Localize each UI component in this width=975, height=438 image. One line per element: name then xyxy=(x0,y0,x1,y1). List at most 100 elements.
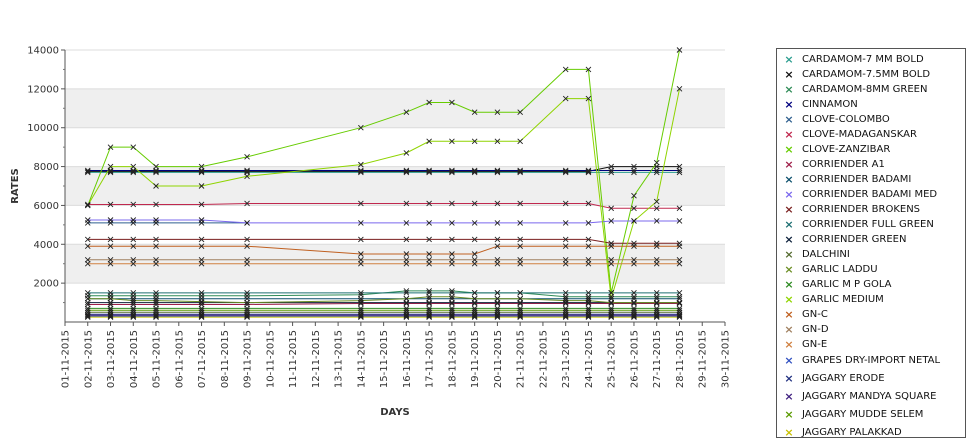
data-point xyxy=(130,243,137,250)
data-point xyxy=(471,220,478,226)
data-point xyxy=(426,168,432,175)
data-point xyxy=(471,138,478,145)
legend-item: × CLOVE-COLOMBO xyxy=(777,112,965,127)
data-point xyxy=(244,307,250,314)
legend-item: × CORRIENDER BROKENS xyxy=(777,202,965,217)
legend-item: × CORRIENDER BADAMI xyxy=(777,172,965,187)
legend-marker-icon: × xyxy=(784,53,794,66)
data-point xyxy=(426,288,432,294)
legend-marker-icon: × xyxy=(784,408,794,421)
legend-marker-icon: × xyxy=(784,278,794,291)
data-point xyxy=(358,124,364,131)
data-point xyxy=(130,236,137,243)
data-point xyxy=(130,299,137,306)
data-point xyxy=(244,236,250,243)
data-point xyxy=(244,312,250,319)
data-point xyxy=(608,205,615,212)
x-tick-label: 21-11-2015 xyxy=(516,330,527,388)
x-tick-label: 20-11-2015 xyxy=(493,330,504,388)
y-tick-label: 2000 xyxy=(34,279,59,290)
legend-label: CORRIENDER BROKENS xyxy=(802,204,921,215)
data-point xyxy=(84,201,91,208)
legend-marker-icon: × xyxy=(784,390,794,403)
data-point xyxy=(608,169,615,176)
data-point xyxy=(426,167,432,174)
data-point xyxy=(471,167,478,174)
data-point xyxy=(653,314,660,320)
data-point xyxy=(562,314,569,320)
data-point xyxy=(244,314,250,320)
data-point xyxy=(244,200,250,207)
data-point xyxy=(130,313,137,319)
data-point xyxy=(608,218,615,224)
data-point xyxy=(471,313,478,319)
data-point xyxy=(631,205,637,212)
data-point xyxy=(449,251,455,257)
data-point xyxy=(358,161,364,168)
legend-item: × CLOVE-MADAGANSKAR xyxy=(777,127,965,142)
data-point xyxy=(107,314,114,320)
data-point xyxy=(562,66,569,73)
data-point xyxy=(426,260,432,267)
data-point xyxy=(403,314,410,320)
data-point xyxy=(426,314,432,320)
data-point xyxy=(153,217,159,223)
data-point xyxy=(608,307,615,314)
data-point xyxy=(562,243,569,250)
data-point xyxy=(198,260,205,267)
data-point xyxy=(198,307,205,314)
data-point xyxy=(449,307,455,314)
data-point xyxy=(676,290,683,296)
data-point xyxy=(471,236,478,243)
data-point xyxy=(653,305,660,312)
data-point xyxy=(562,260,569,267)
x-tick-label: 05-11-2015 xyxy=(152,330,163,388)
legend-marker-icon: × xyxy=(784,233,794,246)
data-point xyxy=(426,169,432,176)
legend-item: × JAGGARY MANDYA SQUARE xyxy=(777,388,965,406)
data-point xyxy=(676,260,683,267)
data-point xyxy=(244,168,250,175)
legend-label: CORRIENDER GREEN xyxy=(802,234,907,245)
data-point xyxy=(517,220,523,226)
data-point xyxy=(84,217,91,223)
data-point xyxy=(449,312,455,319)
data-point xyxy=(426,220,432,226)
data-point xyxy=(198,168,205,175)
data-point xyxy=(358,167,364,174)
data-point xyxy=(426,236,432,243)
data-point xyxy=(153,307,159,314)
data-point xyxy=(608,290,615,296)
x-tick-label: 13-11-2015 xyxy=(334,330,345,388)
data-point xyxy=(631,314,637,320)
data-point xyxy=(358,305,364,312)
data-point xyxy=(562,305,569,312)
data-point xyxy=(585,260,592,267)
data-point xyxy=(130,260,137,267)
data-point xyxy=(471,300,478,307)
data-point xyxy=(449,168,455,175)
data-point xyxy=(517,109,523,115)
data-point xyxy=(107,169,114,176)
data-point xyxy=(494,168,501,175)
legend-label: CLOVE-COLOMBO xyxy=(802,114,890,125)
legend-marker-icon: × xyxy=(784,173,794,186)
data-point xyxy=(676,243,683,250)
x-tick-label: 29-11-2015 xyxy=(698,330,709,388)
data-point xyxy=(426,313,432,319)
data-point xyxy=(403,260,410,267)
x-tick-label: 26-11-2015 xyxy=(629,330,640,388)
legend-item: × GARLIC LADDU xyxy=(777,262,965,277)
legend-marker-icon: × xyxy=(784,128,794,141)
line-chart: 2000 4000 6000 8000 10000 12000 14000 01-11-20… xyxy=(10,46,732,419)
x-axis-ticks: 01-11-2015 02-11-2015 03-11-2015 04-11-2015… xyxy=(61,322,732,388)
data-point xyxy=(494,305,501,312)
data-point xyxy=(608,243,615,250)
data-point xyxy=(653,205,660,212)
x-tick-label: 09-11-2015 xyxy=(243,330,254,388)
data-point xyxy=(426,99,432,106)
legend-marker-icon: × xyxy=(784,308,794,321)
data-point xyxy=(358,251,364,257)
legend-label: CORRIENDER BADAMI MED xyxy=(802,189,938,200)
data-point xyxy=(198,217,205,223)
